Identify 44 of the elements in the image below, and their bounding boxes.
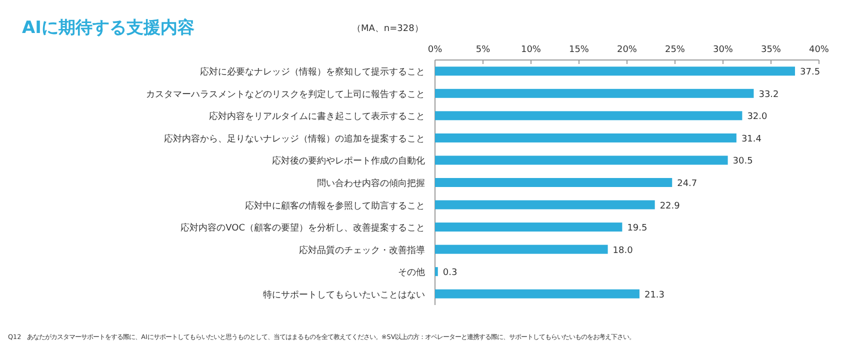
y-tick-label: 応対内容のVOC（顧客の要望）を分析し、改善提案すること — [180, 222, 425, 234]
y-tick-label: 特にサポートしてもらいたいことはない — [263, 289, 425, 300]
data-label: 32.0 — [747, 112, 768, 122]
data-label: 0.3 — [442, 268, 458, 278]
data-label: 19.5 — [627, 224, 648, 234]
chart-subtitle: （MA、n=328） — [352, 24, 424, 34]
bar — [435, 88, 754, 98]
bar — [435, 156, 728, 165]
y-tick-label: 応対中に顧客の情報を参照して助言すること — [245, 200, 425, 212]
x-tick-label: 10% — [520, 45, 542, 55]
data-label: 22.9 — [660, 201, 680, 212]
data-label: 18.0 — [612, 246, 634, 256]
bar — [435, 289, 640, 298]
bar — [435, 111, 742, 120]
x-tick-label: 30% — [712, 45, 734, 55]
data-label: 33.2 — [758, 90, 779, 100]
bar — [435, 178, 672, 187]
bar — [435, 222, 622, 232]
data-label: 30.5 — [732, 156, 753, 167]
x-tick-label: 0% — [428, 45, 443, 55]
data-label: 21.3 — [644, 290, 665, 300]
x-tick-label: 5% — [476, 45, 491, 55]
bar — [435, 133, 736, 142]
y-tick-label: 問い合わせ内容の傾向把握 — [317, 178, 425, 189]
x-tick-label: 40% — [808, 45, 830, 55]
y-tick-label: 応対品質のチェック・改善指導 — [299, 244, 425, 256]
y-tick-label: その他 — [398, 267, 425, 278]
text: AIに期待する支援内容 — [22, 18, 194, 38]
y-tick-label: 応対内容から、足りないナレッジ（情報）の追加を提案すること — [164, 133, 425, 144]
x-tick-label: 25% — [664, 45, 686, 55]
bar — [435, 244, 608, 254]
y-tick-label: 応対後の要約やレポート作成の自動化 — [272, 156, 425, 167]
bar — [435, 267, 438, 276]
bar — [435, 66, 795, 76]
x-tick-label: 20% — [616, 45, 638, 55]
x-tick-label: 35% — [760, 45, 782, 55]
y-tick-label: 応対に必要なナレッジ（情報）を察知して提示すること — [200, 66, 425, 78]
data-label: 37.5 — [800, 68, 820, 78]
y-tick-label: カスタマーハラスメントなどのリスクを判定して上司に報告すること — [146, 88, 425, 100]
x-tick-label: 15% — [568, 45, 590, 55]
data-label: 24.7 — [677, 179, 698, 189]
bar — [435, 200, 655, 210]
data-label: 31.4 — [741, 134, 762, 144]
y-tick-label: 応対内容をリアルタイムに書き起こして表示すること — [209, 111, 425, 122]
